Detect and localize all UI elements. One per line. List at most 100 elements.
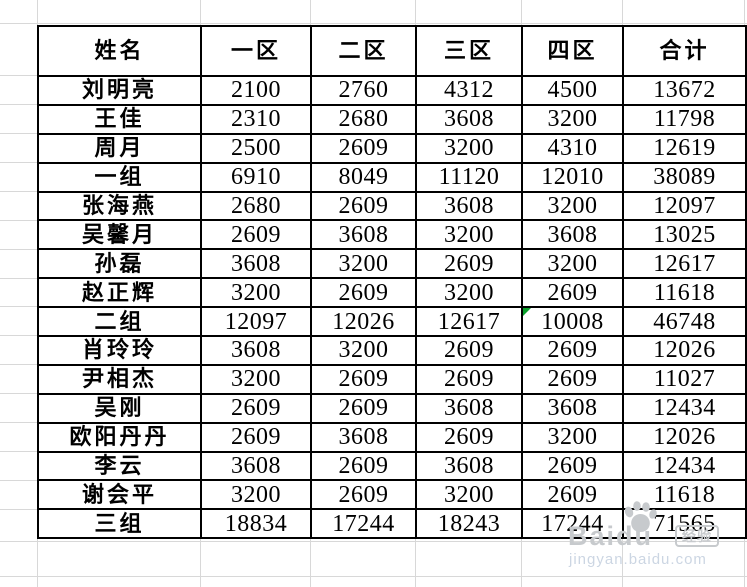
value-cell[interactable]: 2609 (310, 479, 417, 511)
value-cell[interactable]: 12097 (622, 190, 747, 222)
name-cell[interactable]: 李云 (37, 450, 202, 482)
name-cell[interactable]: 刘明亮 (37, 75, 202, 106)
value-cell[interactable]: 3608 (521, 219, 624, 251)
value-cell[interactable]: 2609 (521, 479, 624, 511)
name-cell[interactable]: 三组 (37, 508, 202, 540)
name-cell[interactable]: 吴刚 (37, 392, 202, 424)
value-cell[interactable]: 12097 (200, 306, 312, 338)
value-cell[interactable]: 2609 (521, 363, 624, 395)
value-cell[interactable]: 2310 (200, 103, 312, 135)
name-cell[interactable]: 一组 (37, 161, 202, 193)
value-cell[interactable]: 12617 (415, 306, 523, 338)
name-cell[interactable]: 周月 (37, 132, 202, 164)
value-cell[interactable]: 2609 (200, 219, 312, 251)
value-cell[interactable]: 71565 (622, 508, 747, 540)
value-cell[interactable]: 3200 (521, 190, 624, 222)
value-cell[interactable]: 2680 (200, 190, 312, 222)
value-cell[interactable]: 3608 (310, 421, 417, 453)
value-cell[interactable]: 2609 (415, 421, 523, 453)
value-cell[interactable]: 12434 (622, 392, 747, 424)
value-cell[interactable]: 3608 (200, 335, 312, 366)
value-cell[interactable]: 3608 (415, 450, 523, 482)
column-header[interactable]: 姓名 (37, 25, 202, 77)
column-header[interactable]: 合计 (622, 25, 747, 77)
value-cell[interactable]: 17244 (310, 508, 417, 540)
value-cell[interactable]: 3200 (200, 363, 312, 395)
value-cell[interactable]: 11618 (622, 479, 747, 511)
value-cell[interactable]: 2609 (415, 248, 523, 280)
value-cell[interactable]: 2609 (415, 363, 523, 395)
value-cell[interactable]: 3608 (200, 248, 312, 280)
value-cell[interactable]: 4312 (415, 75, 523, 106)
value-cell[interactable]: 2609 (310, 190, 417, 222)
value-cell[interactable]: 2500 (200, 132, 312, 164)
value-cell[interactable]: 12617 (622, 248, 747, 280)
name-cell[interactable]: 二组 (37, 306, 202, 338)
value-cell[interactable]: 3200 (200, 479, 312, 511)
name-cell[interactable]: 尹相杰 (37, 363, 202, 395)
column-header[interactable]: 二区 (310, 25, 417, 77)
value-cell[interactable]: 12026 (310, 306, 417, 338)
column-header[interactable]: 四区 (521, 25, 624, 77)
value-cell[interactable]: 3200 (521, 248, 624, 280)
value-cell[interactable]: 3608 (415, 190, 523, 222)
value-cell[interactable]: 11120 (415, 161, 523, 193)
value-cell[interactable]: 12434 (622, 450, 747, 482)
value-cell[interactable]: 18834 (200, 508, 312, 540)
value-cell[interactable]: 2609 (521, 335, 624, 366)
column-header[interactable]: 一区 (200, 25, 312, 77)
value-cell[interactable]: 11618 (622, 277, 747, 309)
value-cell[interactable]: 10008 (521, 306, 624, 338)
name-cell[interactable]: 赵正辉 (37, 277, 202, 309)
value-cell[interactable]: 12619 (622, 132, 747, 164)
value-cell[interactable]: 2609 (200, 392, 312, 424)
value-cell[interactable]: 2609 (310, 277, 417, 309)
name-cell[interactable]: 王佳 (37, 103, 202, 135)
value-cell[interactable]: 4500 (521, 75, 624, 106)
name-cell[interactable]: 欧阳丹丹 (37, 421, 202, 453)
value-cell[interactable]: 2609 (310, 132, 417, 164)
value-cell[interactable]: 2609 (310, 450, 417, 482)
value-cell[interactable]: 3200 (521, 421, 624, 453)
value-cell[interactable]: 6910 (200, 161, 312, 193)
value-cell[interactable]: 11027 (622, 363, 747, 395)
value-cell[interactable]: 3200 (310, 335, 417, 366)
value-cell[interactable]: 8049 (310, 161, 417, 193)
value-cell[interactable]: 3200 (415, 479, 523, 511)
value-cell[interactable]: 3200 (521, 103, 624, 135)
value-cell[interactable]: 3608 (415, 103, 523, 135)
value-cell[interactable]: 2609 (521, 277, 624, 309)
value-cell[interactable]: 2760 (310, 75, 417, 106)
column-header[interactable]: 三区 (415, 25, 523, 77)
value-cell[interactable]: 3200 (200, 277, 312, 309)
value-cell[interactable]: 12026 (622, 421, 747, 453)
value-cell[interactable]: 3200 (415, 219, 523, 251)
value-cell[interactable]: 2100 (200, 75, 312, 106)
value-cell[interactable]: 38089 (622, 161, 747, 193)
value-cell[interactable]: 2680 (310, 103, 417, 135)
value-cell[interactable]: 2609 (310, 392, 417, 424)
value-cell[interactable]: 17244 (521, 508, 624, 540)
name-cell[interactable]: 吴馨月 (37, 219, 202, 251)
name-cell[interactable]: 肖玲玲 (37, 335, 202, 366)
name-cell[interactable]: 张海燕 (37, 190, 202, 222)
value-cell[interactable]: 3608 (415, 392, 523, 424)
value-cell[interactable]: 3200 (310, 248, 417, 280)
value-cell[interactable]: 46748 (622, 306, 747, 338)
value-cell[interactable]: 13025 (622, 219, 747, 251)
value-cell[interactable]: 2609 (415, 335, 523, 366)
value-cell[interactable]: 2609 (521, 450, 624, 482)
name-cell[interactable]: 孙磊 (37, 248, 202, 280)
value-cell[interactable]: 3200 (415, 277, 523, 309)
value-cell[interactable]: 3608 (200, 450, 312, 482)
value-cell[interactable]: 4310 (521, 132, 624, 164)
value-cell[interactable]: 3200 (415, 132, 523, 164)
value-cell[interactable]: 3608 (521, 392, 624, 424)
value-cell[interactable]: 2609 (200, 421, 312, 453)
value-cell[interactable]: 11798 (622, 103, 747, 135)
value-cell[interactable]: 2609 (310, 363, 417, 395)
value-cell[interactable]: 3608 (310, 219, 417, 251)
value-cell[interactable]: 13672 (622, 75, 747, 106)
name-cell[interactable]: 谢会平 (37, 479, 202, 511)
value-cell[interactable]: 12026 (622, 335, 747, 366)
